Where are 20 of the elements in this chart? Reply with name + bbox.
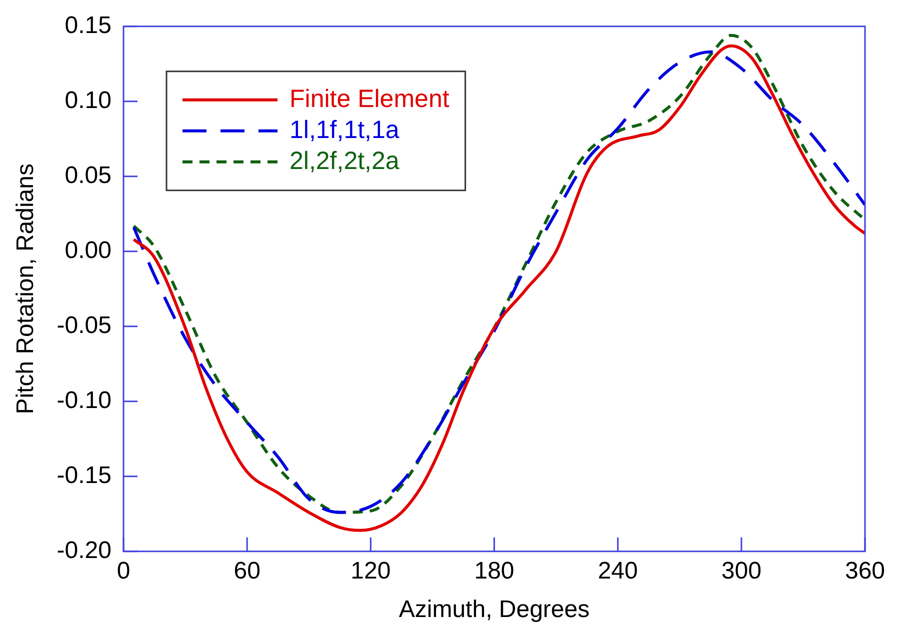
x-tick-label: 240	[598, 557, 638, 584]
x-tick-label: 120	[350, 557, 391, 584]
y-tick-label: -0.05	[56, 312, 112, 340]
y-tick-label: -0.15	[56, 462, 112, 490]
x-tick-label: 180	[474, 557, 514, 584]
x-tick-label: 0	[116, 557, 130, 584]
legend-label: Finite Element	[290, 84, 450, 113]
x-axis-title: Azimuth, Degrees	[398, 596, 590, 624]
y-tick-label: 0.00	[64, 237, 112, 264]
y-axis-title: Pitch Rotation, Radians	[12, 163, 40, 414]
legend-label: 1l,1f,1t,1a	[290, 116, 400, 144]
x-tick-label: 360	[844, 557, 886, 584]
legend-label: 2l,2f,2t,2a	[290, 146, 400, 175]
y-tick-label: 0.10	[64, 87, 112, 114]
y-tick-label: 0.15	[64, 12, 112, 40]
y-tick-label: -0.20	[56, 537, 112, 564]
x-tick-label: 300	[721, 557, 762, 584]
y-tick-label: 0.05	[64, 162, 112, 190]
y-tick-label: -0.10	[56, 387, 112, 414]
x-tick-label: 60	[234, 557, 260, 584]
